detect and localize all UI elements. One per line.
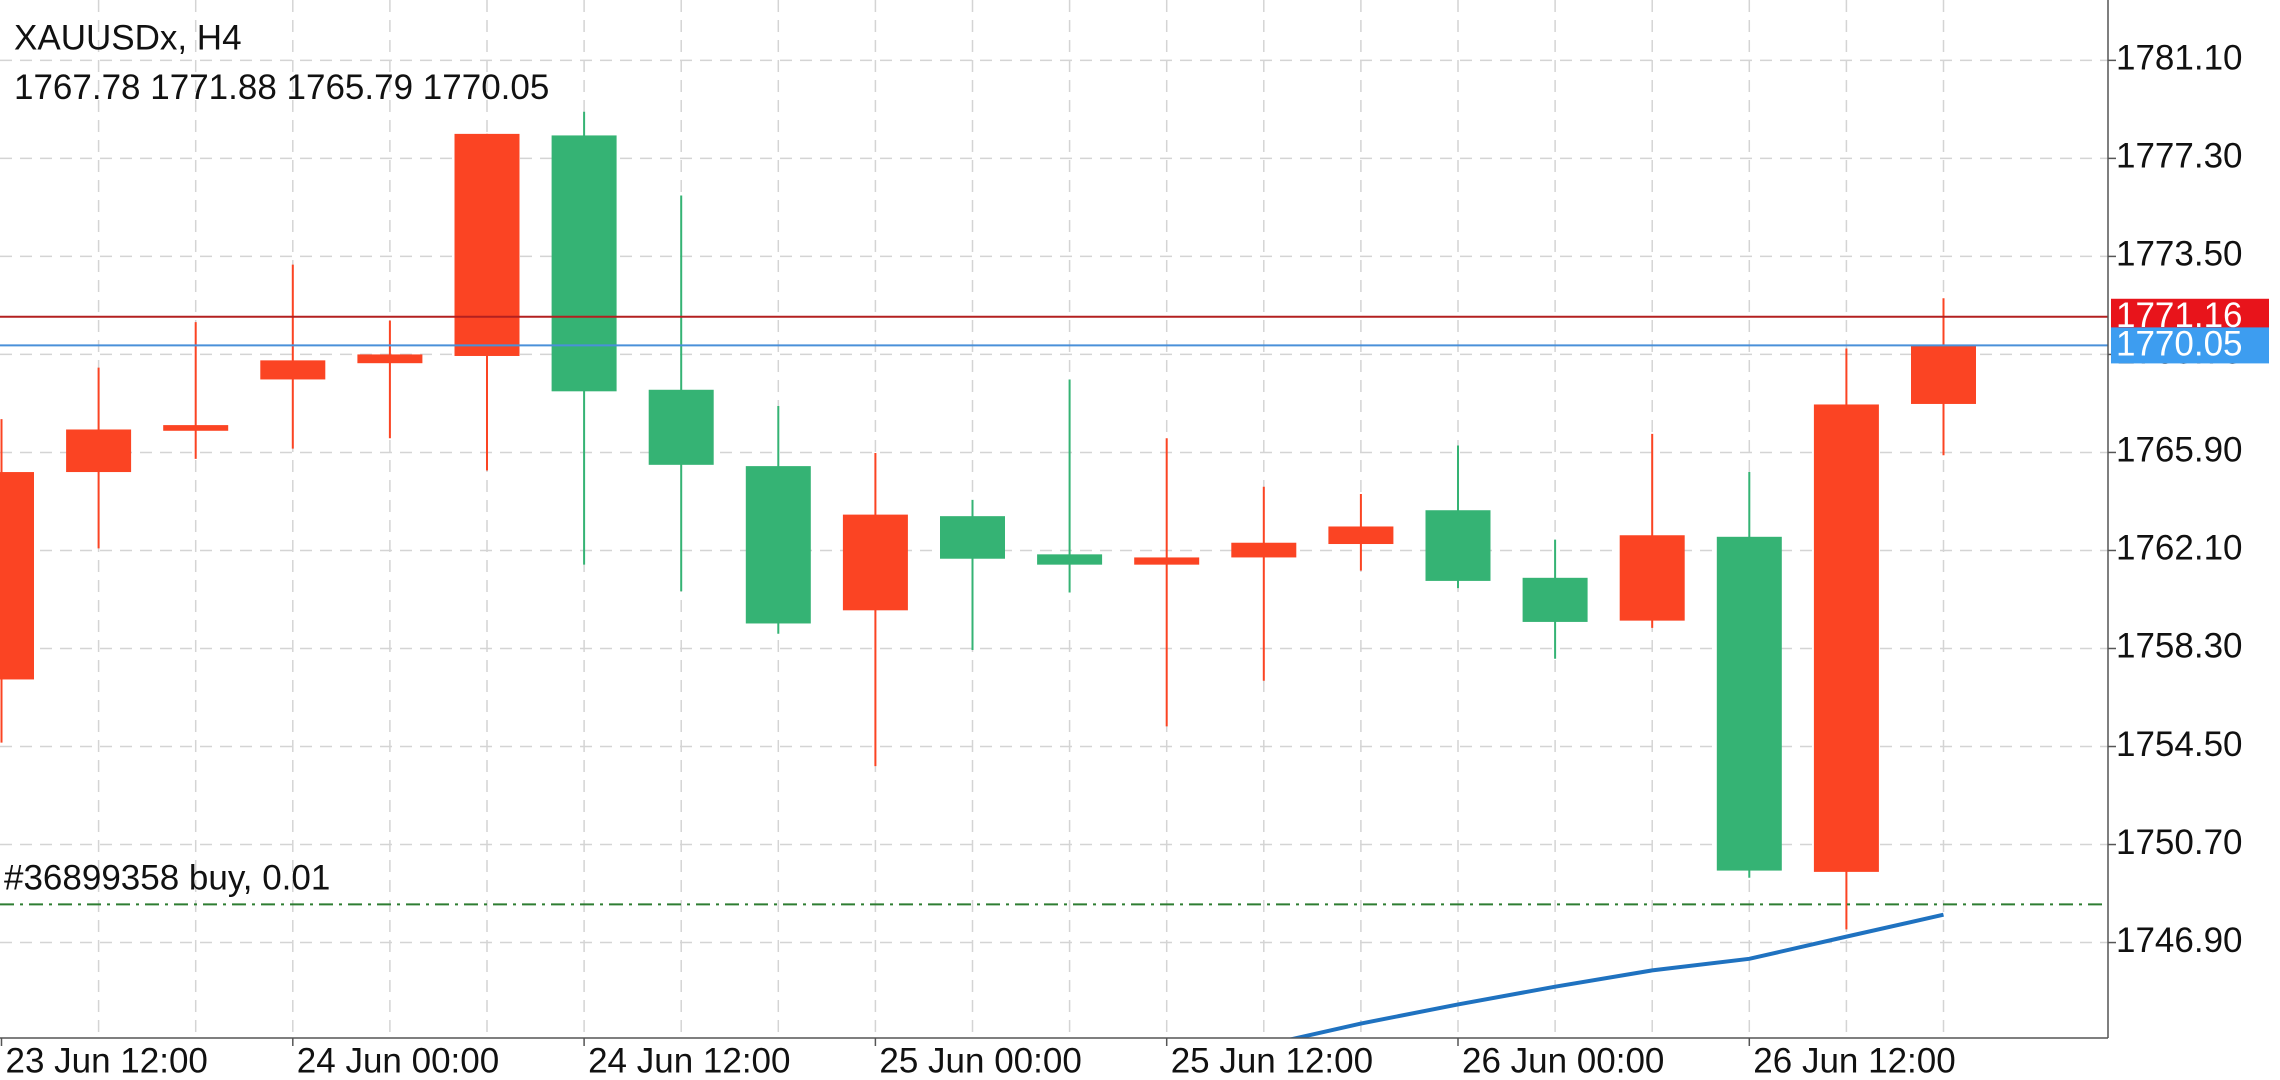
header-low: 1765.79 bbox=[287, 68, 414, 107]
candle-body bbox=[357, 354, 423, 364]
candle-body bbox=[66, 429, 132, 473]
candle-body bbox=[1911, 345, 1976, 404]
x-tick-label: 26 Jun 12:00 bbox=[1753, 1041, 1955, 1080]
header-open: 1767.78 bbox=[14, 68, 141, 107]
y-tick-label: 1762.10 bbox=[2116, 529, 2243, 568]
ohlc-header: 1767.78 1771.88 1765.79 1770.05 bbox=[14, 68, 549, 107]
candle-body bbox=[1425, 510, 1491, 581]
x-tick-label: 25 Jun 00:00 bbox=[879, 1041, 1081, 1080]
y-tick-label: 1773.50 bbox=[2116, 235, 2243, 274]
indicator-line bbox=[1287, 912, 1944, 1038]
candle-body bbox=[1037, 554, 1103, 565]
candle-body bbox=[1716, 536, 1782, 871]
price-label: 1770.05 bbox=[2116, 325, 2243, 364]
candle-body bbox=[940, 516, 1005, 559]
plot-area bbox=[0, 111, 2108, 1038]
y-tick-label: 1758.30 bbox=[2116, 627, 2243, 666]
y-tick-label: 1746.90 bbox=[2116, 921, 2243, 960]
candle-body bbox=[551, 135, 617, 392]
grid bbox=[0, 0, 2108, 1038]
x-tick-label: 24 Jun 00:00 bbox=[297, 1041, 499, 1080]
candle-body bbox=[648, 389, 714, 465]
candle-body bbox=[1328, 526, 1394, 545]
y-tick-label: 1765.90 bbox=[2116, 431, 2243, 470]
x-tick-label: 24 Jun 12:00 bbox=[588, 1041, 790, 1080]
candle-body bbox=[1522, 577, 1588, 622]
y-tick-label: 1750.70 bbox=[2116, 823, 2243, 862]
candle-body bbox=[745, 466, 811, 624]
x-tick-label: 25 Jun 12:00 bbox=[1171, 1041, 1373, 1080]
order-label: #36899358 buy, 0.01 bbox=[4, 859, 330, 898]
candle-body bbox=[1619, 535, 1685, 621]
header-high: 1771.88 bbox=[150, 68, 277, 107]
candle-body bbox=[1231, 542, 1297, 558]
y-tick-label: 1754.50 bbox=[2116, 725, 2243, 764]
y-tick-label: 1777.30 bbox=[2116, 137, 2243, 176]
x-tick-label: 26 Jun 00:00 bbox=[1462, 1041, 1664, 1080]
candle-body bbox=[842, 514, 908, 611]
x-tick-label: 23 Jun 12:00 bbox=[6, 1041, 208, 1080]
header-close: 1770.05 bbox=[423, 68, 550, 107]
candle-body bbox=[260, 360, 326, 380]
candle-body bbox=[1813, 404, 1879, 872]
y-tick-label: 1781.10 bbox=[2116, 39, 2243, 78]
axes: 1781.101777.301773.501769.701765.901762.… bbox=[0, 39, 2243, 1080]
candle-body bbox=[0, 472, 34, 680]
candle-body bbox=[163, 425, 229, 431]
candle-body bbox=[454, 133, 520, 356]
price-label-box bbox=[2111, 327, 2269, 364]
symbol-title: XAUUSDx, H4 bbox=[14, 18, 242, 57]
candle-body bbox=[1134, 557, 1200, 565]
